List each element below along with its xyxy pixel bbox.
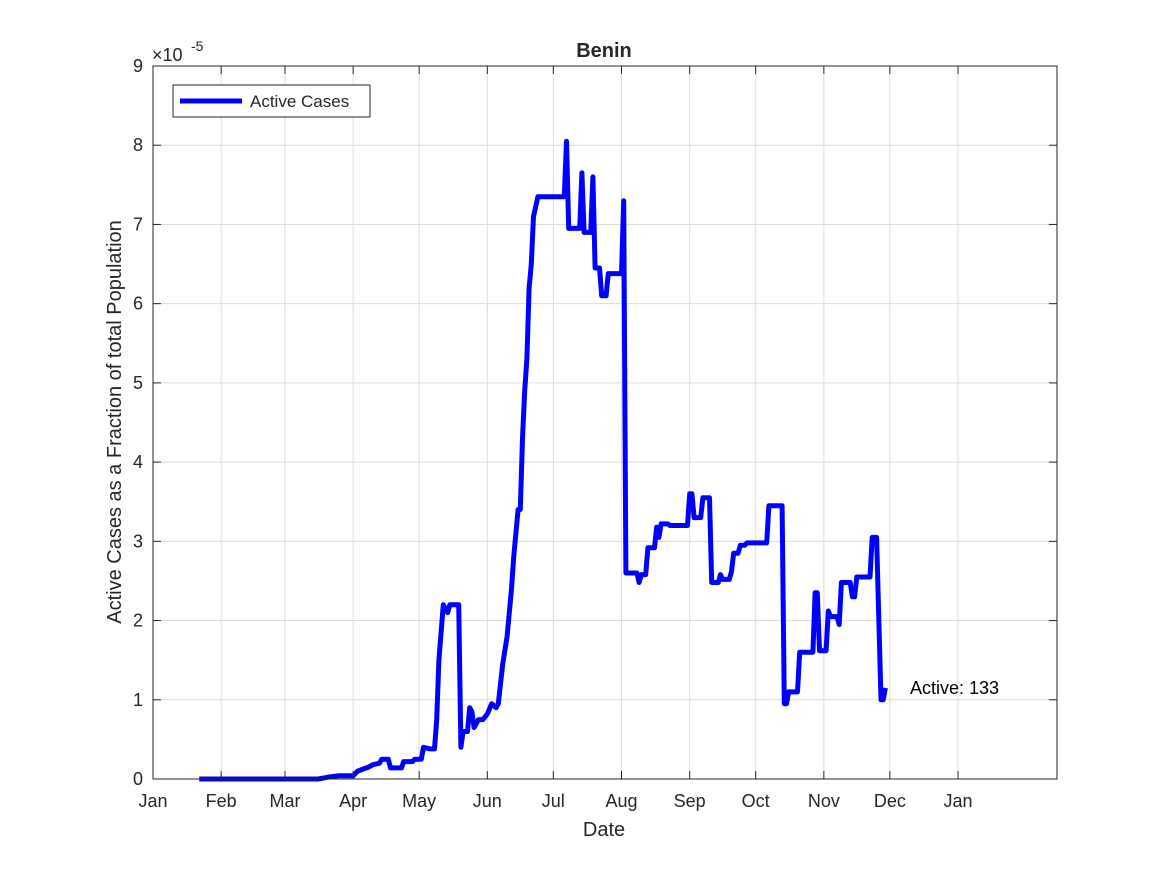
y-tick-label: 6 (133, 294, 143, 314)
y-axis-title: Active Cases as a Fraction of total Popu… (104, 220, 126, 624)
x-tick-label: Mar (269, 791, 300, 811)
series-line-active-cases (199, 138, 888, 782)
series-layer (199, 138, 888, 782)
chart-title: Benin (576, 40, 632, 62)
x-axis-title: Date (583, 819, 625, 841)
x-tick-label: Sep (674, 791, 706, 811)
y-tick-label: 0 (133, 769, 143, 789)
x-tick-label: Nov (808, 791, 840, 811)
x-tick-label: Jun (473, 791, 502, 811)
y-tick-label: 1 (133, 690, 143, 710)
x-tick-label: Feb (206, 791, 237, 811)
y-exponent-base: ×10 (152, 45, 183, 65)
gridlines (152, 65, 1057, 780)
x-tick-label: Jul (542, 791, 565, 811)
x-tick-label: Jan (944, 791, 973, 811)
tick-marks (152, 65, 1057, 780)
x-tick-label: Oct (742, 791, 770, 811)
y-tick-label: 8 (133, 135, 143, 155)
x-tick-label: Dec (874, 791, 906, 811)
y-tick-labels: 0 1 2 3 4 5 6 7 8 9 (133, 56, 143, 789)
y-exponent-label: ×10 -5 (152, 38, 204, 65)
legend[interactable]: Active Cases (172, 84, 371, 118)
x-tick-label: May (402, 791, 436, 811)
y-tick-label: 3 (133, 531, 143, 551)
y-tick-label: 5 (133, 373, 143, 393)
y-exponent-power: -5 (191, 38, 204, 54)
x-tick-label: Aug (605, 791, 637, 811)
y-tick-label: 7 (133, 214, 143, 234)
x-tick-label: Jan (138, 791, 167, 811)
axes-box (152, 65, 1058, 780)
y-tick-label: 9 (133, 56, 143, 76)
y-tick-label: 4 (133, 452, 143, 472)
plot-area (153, 66, 1057, 779)
x-tick-labels: Jan Feb Mar Apr May Jun Jul Aug Sep Oct Nov Dec Jan (138, 791, 972, 811)
y-tick-label: 2 (133, 611, 143, 631)
legend-entry-active-cases: Active Cases (250, 92, 349, 111)
annotation-active: Active: 133 (910, 678, 999, 698)
x-tick-label: Apr (339, 791, 367, 811)
